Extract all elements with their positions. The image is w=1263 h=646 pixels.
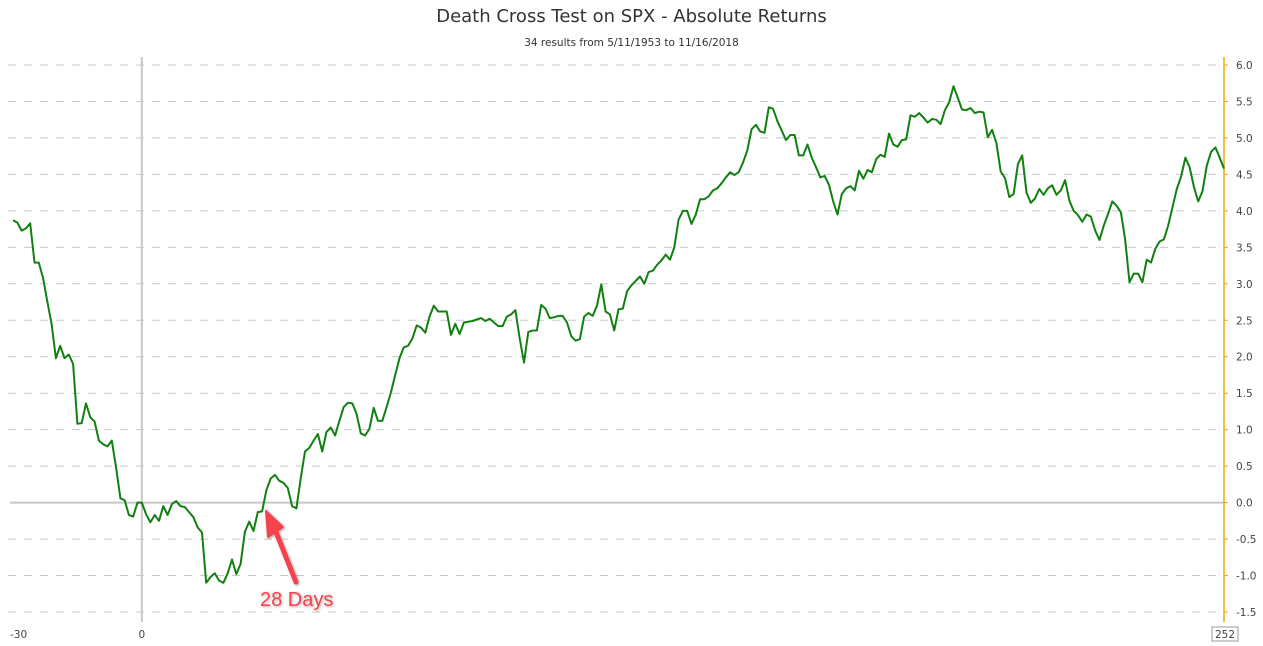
y-tick-label: 2.0 (1236, 352, 1253, 364)
y-tick-label: 5.5 (1236, 96, 1253, 108)
chart-title: Death Cross Test on SPX - Absolute Retur… (436, 6, 827, 27)
y-tick-label: 4.5 (1236, 169, 1253, 181)
y-axis-ticks: 6.0 5.5 5.0 4.5 4.0 3.5 3.0 2.5 2.0 1.5 1.0 0.5 0.0 -… (1224, 60, 1257, 619)
y-tick-label: 0.0 (1236, 498, 1253, 510)
x-tick-label: 0 (138, 629, 145, 641)
chart-subtitle: 34 results from 5/11/1953 to 11/16/2018 (524, 37, 739, 49)
annotation-label: 28 Days (260, 589, 333, 611)
y-tick-label: 3.5 (1236, 242, 1253, 254)
returns-line-series[interactable] (12, 85, 1225, 584)
y-tick-label: -1.0 (1236, 571, 1257, 583)
y-tick-label: 1.5 (1236, 388, 1253, 400)
y-tick-label: 2.5 (1236, 315, 1253, 327)
x-axis-ticks: -30 0 252 (10, 626, 1239, 642)
y-tick-label: 0.5 (1236, 461, 1253, 473)
y-tick-label: -1.5 (1236, 607, 1257, 619)
y-tick-label: -0.5 (1236, 534, 1257, 546)
y-tick-label: 5.0 (1236, 133, 1253, 145)
grid-lines (8, 64, 1224, 613)
annotation-28-days: 28 Days (260, 510, 333, 611)
arrow-icon (273, 529, 299, 585)
y-tick-label: 3.0 (1236, 279, 1253, 291)
arrow-head-icon (265, 510, 284, 538)
x-tick-label: -30 (10, 629, 27, 641)
y-tick-label: 4.0 (1236, 206, 1253, 218)
y-tick-label: 1.0 (1236, 425, 1253, 437)
y-tick-label: 6.0 (1236, 60, 1253, 72)
x-tick-label: 252 (1215, 629, 1235, 641)
